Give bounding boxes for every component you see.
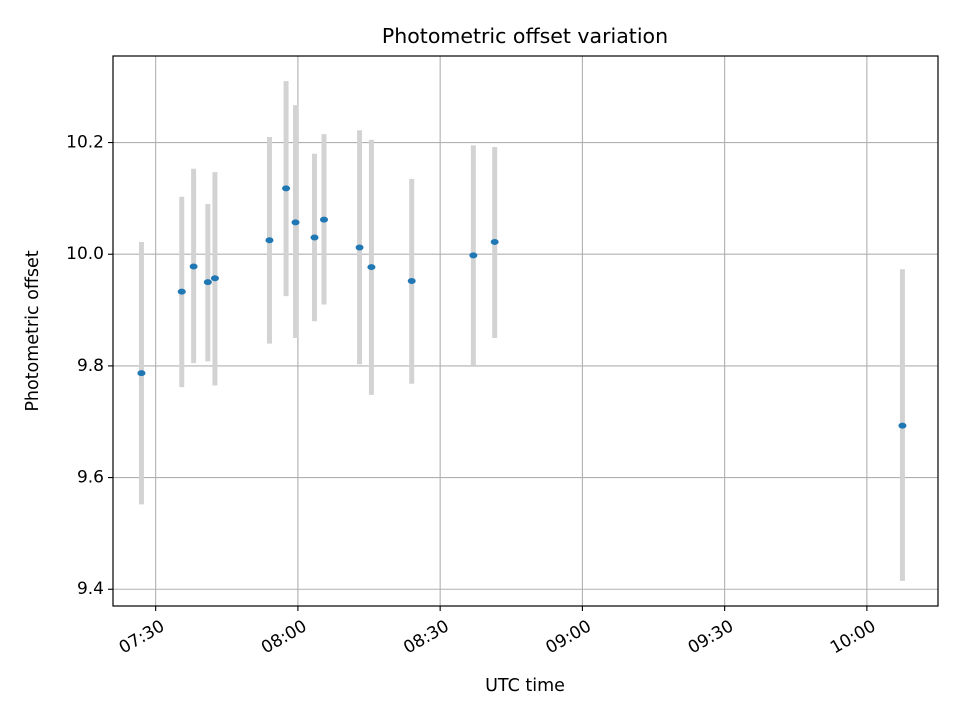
data-points	[137, 185, 907, 429]
y-tick-label: 10.0	[66, 244, 104, 264]
y-tick-label: 10.2	[66, 133, 104, 153]
data-point	[291, 219, 300, 226]
y-axis-title: Photometric offset	[23, 250, 43, 411]
x-tick-label: 08:00	[258, 616, 310, 658]
x-tick-label: 09:30	[685, 616, 737, 658]
x-axis-title: UTC time	[485, 676, 565, 696]
x-tick-label: 07:30	[116, 616, 168, 658]
data-point	[407, 278, 416, 285]
data-point	[367, 264, 376, 271]
data-point	[310, 234, 319, 241]
y-tick-label: 9.4	[77, 579, 104, 599]
x-tick-label: 10:00	[827, 616, 879, 658]
data-point	[282, 185, 291, 192]
data-point	[469, 252, 478, 259]
data-point	[137, 370, 146, 377]
plot-frame	[112, 55, 939, 607]
data-point	[210, 275, 219, 282]
plot-background	[113, 56, 938, 606]
data-point	[189, 263, 198, 270]
x-tick-label: 08:30	[400, 616, 452, 658]
y-tick-label: 9.8	[77, 356, 104, 376]
chart-title: Photometric offset variation	[382, 24, 668, 48]
x-tick-label: 09:00	[542, 616, 594, 658]
data-point	[203, 279, 212, 286]
data-point	[898, 422, 907, 429]
data-point	[319, 216, 328, 223]
data-point	[355, 244, 364, 251]
data-point	[177, 288, 186, 295]
y-tick-label: 9.6	[77, 468, 104, 488]
data-point	[490, 238, 499, 245]
data-point	[265, 237, 274, 244]
